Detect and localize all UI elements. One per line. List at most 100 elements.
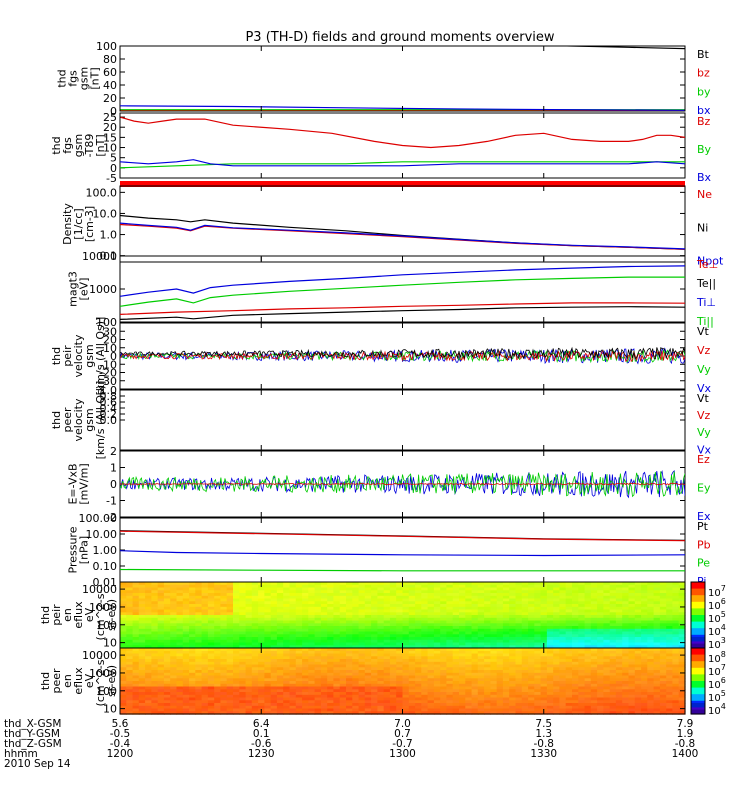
y-axis-label: magt3[eV] [67,271,91,307]
legend-bx: bx [697,104,711,117]
x-ticks [119,518,686,582]
series-group [120,116,685,169]
spectrogram-peer_spectrogram [120,648,686,715]
x-row-value: 7.0 [394,718,411,730]
y-tick-label: 0 [110,105,117,118]
panel-density: 100.0 10.0 1.0 0.1 Density[1/cc][cm-3] Ne Ni Np… [61,181,724,268]
x-row-value: 1.9 [677,728,694,740]
series-line-2 [120,159,685,167]
y-tick-label: 1.0 [100,384,118,397]
y-label-line: peir [61,345,74,367]
legend-Vt: Vt [697,325,710,338]
legend-Pe: Pe [697,557,710,570]
y-label-line: gsm [83,344,96,367]
x-row-value: 1200 [107,748,134,760]
legend-Ex: Ex [697,510,711,523]
y-tick-label: 0 [110,350,117,363]
y-tick-label: 100 [96,685,117,698]
y-label-line: -T89 [83,134,96,158]
y-tick-label: 2 [110,445,117,458]
x-ticks [119,582,686,648]
legend-Vz: Vz [697,409,711,422]
x-row-value: 1400 [672,748,699,760]
legend-Vt: Vt [697,392,710,405]
legend-Ne: Ne [697,188,712,201]
y-tick-label: 1.00 [93,544,118,557]
x-row-value: 6.4 [253,718,270,730]
legend-Te⊥: Te⊥ [696,258,718,271]
y-tick-label: 5 [110,152,117,165]
y-label-line: Density [61,203,74,245]
y-label-line: gsm [83,408,96,431]
y-label-line: eV [83,673,96,688]
y-label-line: thd [50,136,63,154]
x-row-value: -0.7 [392,738,413,750]
legend-Ey: Ey [697,482,711,495]
x-ticks [119,648,686,714]
y-tick-label: 10.0 [93,207,118,220]
y-label-line: [nPa] [78,536,91,564]
y-tick-label: 10000 [82,649,117,662]
y-label-line: thd [50,347,63,365]
y-ticks: 1.00.80.60.40.20.0 [100,384,685,427]
x-row-value: -0.4 [110,738,131,750]
y-tick-label: -2 [106,511,117,524]
y-tick-label: 40 [103,79,117,92]
legend: Bz By Bx [697,115,712,184]
date-label: 2010 Sep 14 [4,758,71,770]
y-label-line: thd [39,606,52,624]
y-label-line: gsm [72,134,85,157]
panel-peir_spectrogram: 10710610510410310000100010010thdpeirenef… [39,581,726,651]
panel-peer_velocity: 1.00.80.60.40.20.0thdpeervelocitygsm[km/… [50,381,712,460]
x-ticks [119,113,686,178]
series-line-0 [545,46,685,50]
y-tick-label: 0.6 [100,396,118,409]
x-ticks [119,256,686,322]
y-tick-label: 20 [103,92,117,105]
y-tick-label: 10 [103,703,117,716]
series-noise-2 [120,482,685,486]
x-ticks [119,186,686,262]
y-tick-label: 20 [103,334,117,347]
legend-By: By [697,143,712,156]
y-label-line: thd [56,69,69,87]
panel-peer_spectrogram: 10810710610510410000100010010thdpeerenef… [39,647,726,717]
y-axis-label: Pressure[nPa] [67,526,91,573]
panel-frame [119,389,686,451]
y-label-line: eflux [72,601,85,629]
legend-Te||: Te|| [696,277,716,290]
legend-bz: bz [697,67,710,80]
legend: Te⊥ Te|| Ti⊥ Ti|| [696,258,718,328]
y-label-line: peir [50,604,63,626]
y-label-line: peer [61,407,74,433]
panel-temperature: 10000 1000 100 magt3[eV] Te⊥ Te|| Ti⊥ Ti|| [67,250,719,329]
y-tick-label: -1 [106,495,117,508]
legend-Bx: Bx [697,171,712,184]
y-tick-label: -5 [106,172,117,185]
series-line-1 [120,276,685,307]
x-row-value: 1.3 [535,728,552,740]
y-label-line: eflux [72,667,85,695]
y-ticks: 10000 1000 100 10 [82,583,685,650]
legend-Vy: Vy [697,363,711,376]
y-label-line: [cm-3] [83,206,96,242]
y-tick-label: 10 [103,342,117,355]
series-noise-1 [120,471,685,498]
y-tick-label: 1 [110,462,117,475]
legend: Vt Vz Vy Vx [697,325,712,395]
legend-Vz: Vz [697,344,711,357]
legend: Ne Ni Npot [697,188,724,268]
legend-Ni: Ni [697,221,708,234]
y-tick-label: 15 [103,131,117,144]
y-tick-label: 0.8 [100,390,118,403]
